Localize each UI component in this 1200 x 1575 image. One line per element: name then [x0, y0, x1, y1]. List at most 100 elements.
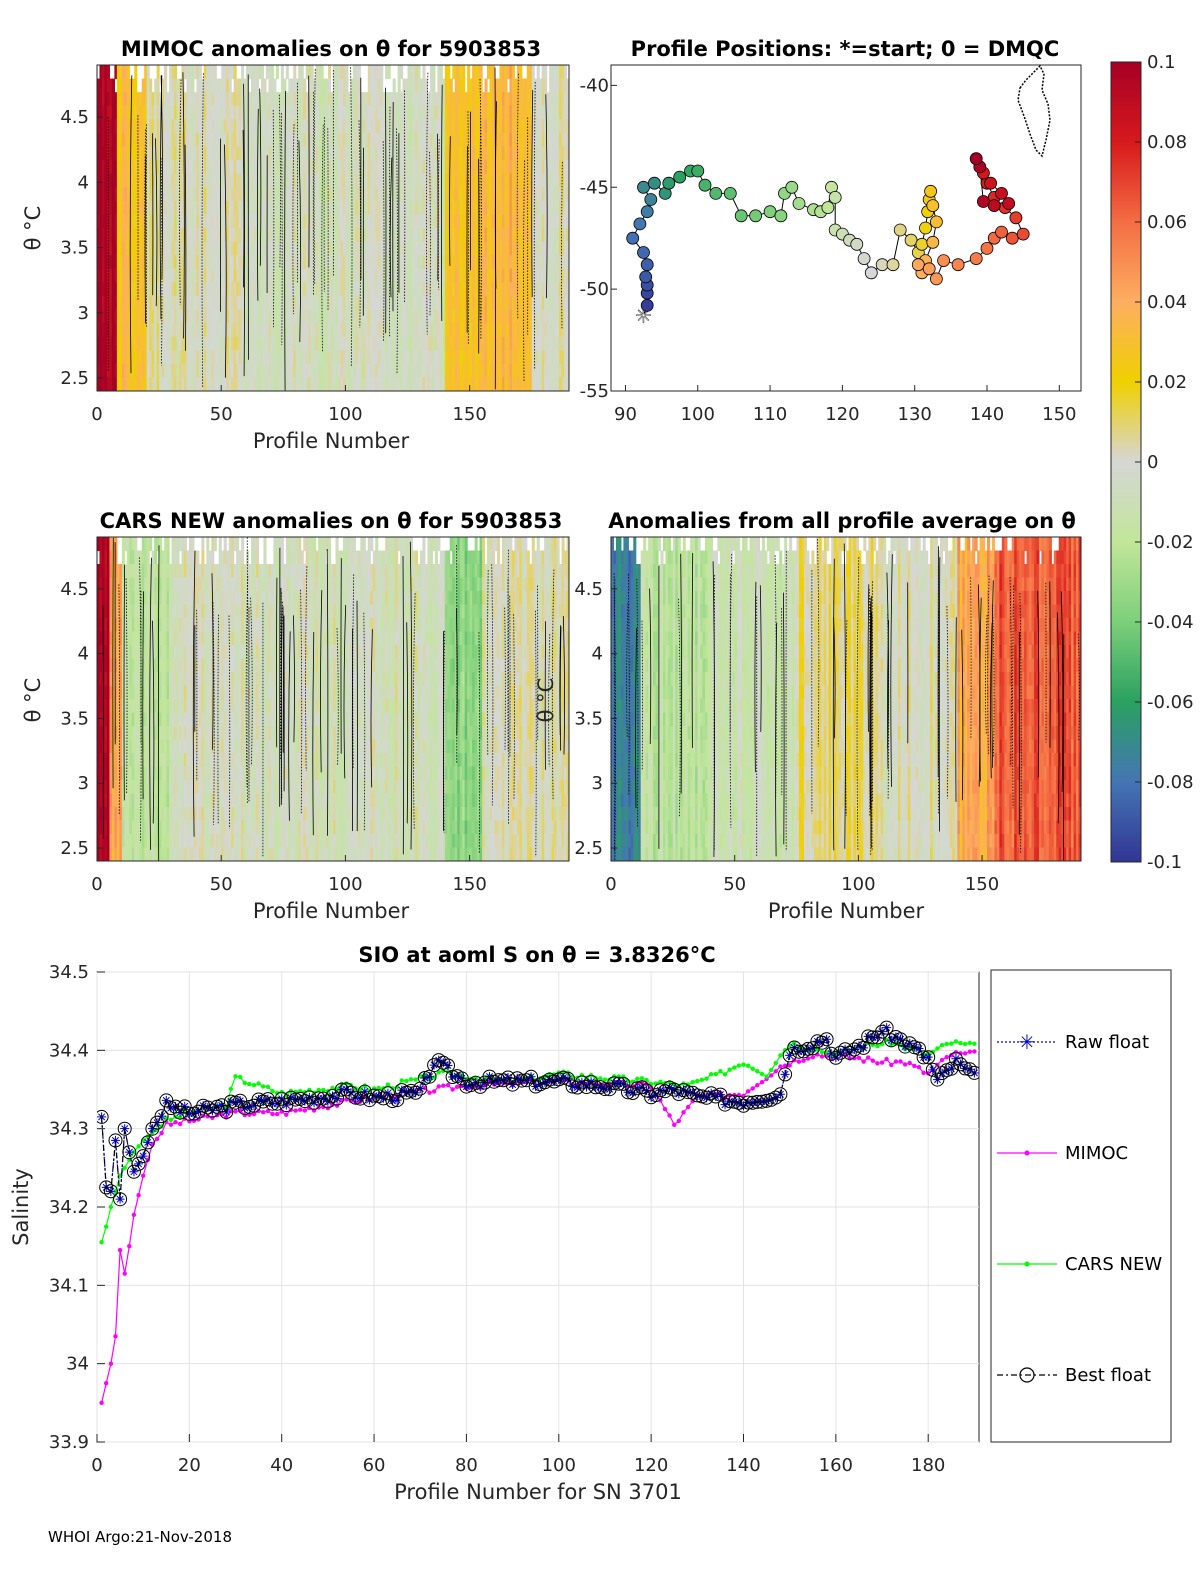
heatmap-cell [504, 255, 508, 270]
heatmap-cell [534, 336, 538, 351]
heatmap-cell [241, 336, 245, 351]
heatmap-cell [347, 309, 351, 324]
heatmap-cell [216, 200, 220, 216]
heatmap-cell [121, 645, 125, 660]
heatmap-cell [144, 295, 148, 311]
heatmap-cell [521, 282, 525, 297]
heatmap-cell [318, 132, 322, 148]
profile-point [821, 201, 835, 215]
heatmap-cell [392, 214, 396, 229]
colorbar-tick-label: -0.06 [1147, 692, 1194, 713]
heatmap-cell [119, 200, 123, 216]
heatmap-cell [390, 350, 394, 365]
heatmap-cell [164, 132, 168, 148]
heatmap-cell [529, 336, 533, 351]
heatmap-cell [380, 323, 384, 338]
heatmap-cell [524, 200, 528, 216]
heatmap-cell [559, 160, 563, 175]
heatmap-cell [434, 200, 438, 216]
heatmap-cell [382, 132, 386, 148]
heatmap-cell [439, 78, 443, 93]
heatmap-cell [491, 350, 496, 365]
heatmap-cell [335, 146, 339, 161]
heatmap-cell [380, 187, 384, 202]
heatmap-cell [564, 323, 568, 338]
heatmap-cell [559, 132, 563, 148]
heatmap-cell [328, 119, 332, 134]
heatmap-cell [429, 214, 433, 229]
heatmap-cell [278, 268, 282, 283]
heatmap-cell [97, 323, 101, 338]
heatmap-cell [382, 214, 386, 229]
heatmap-cell [275, 363, 279, 379]
heatmap-cell [208, 336, 212, 351]
heatmap-cell [318, 336, 322, 351]
heatmap-cell [504, 119, 508, 134]
heatmap-cell [484, 282, 488, 297]
heatmap-cell [111, 350, 115, 365]
heatmap-cell [246, 377, 250, 391]
heatmap-cell [350, 350, 354, 365]
heatmap-cell [216, 173, 220, 188]
heatmap-cell [216, 336, 220, 351]
heatmap-cell [293, 65, 297, 80]
heatmap-cell [491, 336, 496, 351]
heatmap-cell [439, 92, 443, 107]
heatmap-cell [238, 187, 242, 202]
heatmap-cell [141, 160, 145, 175]
heatmap-cell [201, 92, 205, 107]
heatmap-cell [564, 350, 568, 365]
heatmap-cell [355, 200, 359, 216]
heatmap-cell [482, 336, 486, 351]
heatmap-cell [541, 173, 545, 188]
heatmap-cell [546, 187, 550, 202]
heatmap-cell [340, 228, 344, 243]
heatmap-cell [417, 241, 421, 256]
heatmap-cell [462, 105, 466, 120]
heatmap-cell [97, 834, 101, 849]
heatmap-cell [499, 119, 503, 134]
heatmap-cell [134, 363, 138, 379]
heatmap-cell [211, 255, 215, 270]
heatmap-cell [564, 228, 568, 243]
heatmap-cell [454, 105, 458, 120]
heatmap-cell [424, 119, 428, 134]
heatmap-cell [566, 350, 569, 365]
heatmap-cell [258, 214, 262, 229]
heatmap-cell [444, 146, 448, 161]
heatmap-cell [422, 268, 426, 283]
heatmap-cell [385, 173, 389, 188]
heatmap-cell [375, 146, 379, 161]
heatmap-cell [464, 92, 468, 107]
heatmap-cell [392, 228, 396, 243]
heatmap-cell [196, 119, 200, 134]
heatmap-cell [191, 363, 195, 379]
heatmap-cell [151, 323, 155, 338]
heatmap-cell [193, 160, 197, 175]
heatmap-cell [556, 295, 560, 311]
heatmap-cell [531, 228, 535, 243]
heatmap-cell [109, 92, 113, 107]
heatmap-cell [561, 92, 565, 107]
heatmap-cell [447, 268, 451, 283]
heatmap-cell [171, 65, 175, 80]
colorbar-ticks: 0.10.080.060.040.020-0.02-0.04-0.06-0.08… [1135, 52, 1194, 873]
heatmap-cell [139, 350, 143, 365]
heatmap-cell [452, 160, 456, 175]
heatmap-cell [198, 295, 202, 311]
heatmap-cell [419, 160, 424, 175]
heatmap-cell [186, 214, 190, 229]
heatmap-cell [186, 65, 190, 80]
heatmap-cell [308, 268, 312, 283]
heatmap-cell [412, 132, 416, 148]
heatmap-cell [347, 377, 351, 391]
heatmap-cell [104, 645, 108, 660]
heatmap-cell [305, 377, 309, 391]
heatmap-cell [258, 200, 262, 216]
heatmap-cell [452, 282, 456, 297]
heatmap-cell [188, 323, 192, 338]
heatmap-cell [352, 187, 356, 202]
heatmap-cell [328, 200, 332, 216]
heatmap-cell [355, 377, 359, 391]
heatmap-cell [124, 228, 128, 243]
